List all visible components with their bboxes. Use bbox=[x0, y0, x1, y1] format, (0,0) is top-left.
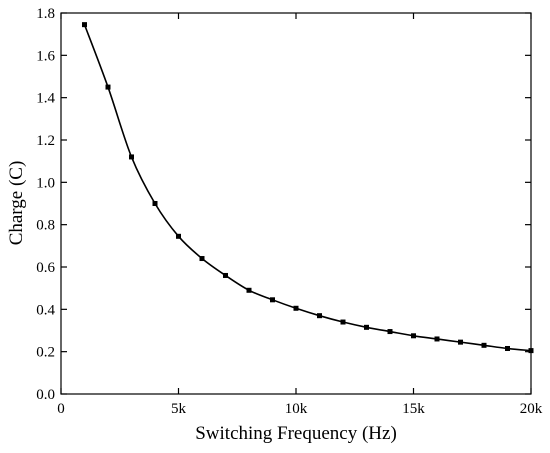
data-point-marker bbox=[481, 342, 487, 348]
plot-frame bbox=[60, 12, 532, 395]
y-tick-label: 0.6 bbox=[36, 260, 55, 276]
y-tick-label: 0.4 bbox=[36, 302, 55, 318]
data-point-marker bbox=[270, 297, 275, 303]
y-tick-label: 1.4 bbox=[36, 91, 55, 107]
y-axis-title: Charge (C) bbox=[6, 161, 27, 246]
x-tick-label: 10k bbox=[285, 401, 308, 417]
data-point-marker bbox=[176, 233, 181, 239]
data-point-marker bbox=[82, 22, 87, 28]
data-point-marker bbox=[199, 256, 205, 262]
data-point-marker bbox=[528, 348, 534, 354]
y-tick-label: 0.8 bbox=[36, 218, 55, 234]
data-point-marker bbox=[105, 84, 111, 90]
x-tick-label: 5k bbox=[171, 401, 187, 417]
data-point-marker bbox=[458, 339, 463, 345]
y-tick-label: 1.2 bbox=[36, 133, 55, 149]
data-point-marker bbox=[340, 319, 346, 325]
series-layer bbox=[82, 22, 534, 354]
data-point-marker bbox=[364, 324, 369, 330]
x-axis-ticks: 0 5k 10k 15k 20k bbox=[57, 13, 543, 417]
y-tick-label: 1.6 bbox=[36, 48, 55, 64]
y-axis-ticks: 0.0 0.2 0.4 0.6 0.8 1.0 1.2 1.4 1.6 1.8 bbox=[36, 6, 531, 403]
data-point-marker bbox=[246, 287, 252, 293]
data-point-marker bbox=[387, 329, 393, 335]
x-tick-label: 15k bbox=[402, 401, 425, 417]
y-tick-label: 1.0 bbox=[36, 175, 55, 191]
data-point-marker bbox=[317, 313, 322, 319]
data-point-marker bbox=[293, 305, 299, 311]
x-tick-label: 20k bbox=[520, 401, 543, 417]
data-point-marker bbox=[411, 333, 416, 339]
data-point-marker bbox=[505, 345, 510, 351]
y-tick-label: 0.0 bbox=[36, 387, 55, 403]
x-tick-label: 0 bbox=[57, 401, 65, 417]
data-point-marker bbox=[129, 154, 134, 160]
y-tick-label: 1.8 bbox=[36, 6, 55, 22]
data-point-marker bbox=[152, 201, 158, 206]
y-tick-label: 0.2 bbox=[36, 345, 55, 361]
data-point-marker bbox=[434, 336, 440, 342]
data-point-marker bbox=[223, 272, 228, 278]
x-axis-title: Switching Frequency (Hz) bbox=[195, 423, 397, 444]
series-line bbox=[83, 24, 532, 352]
